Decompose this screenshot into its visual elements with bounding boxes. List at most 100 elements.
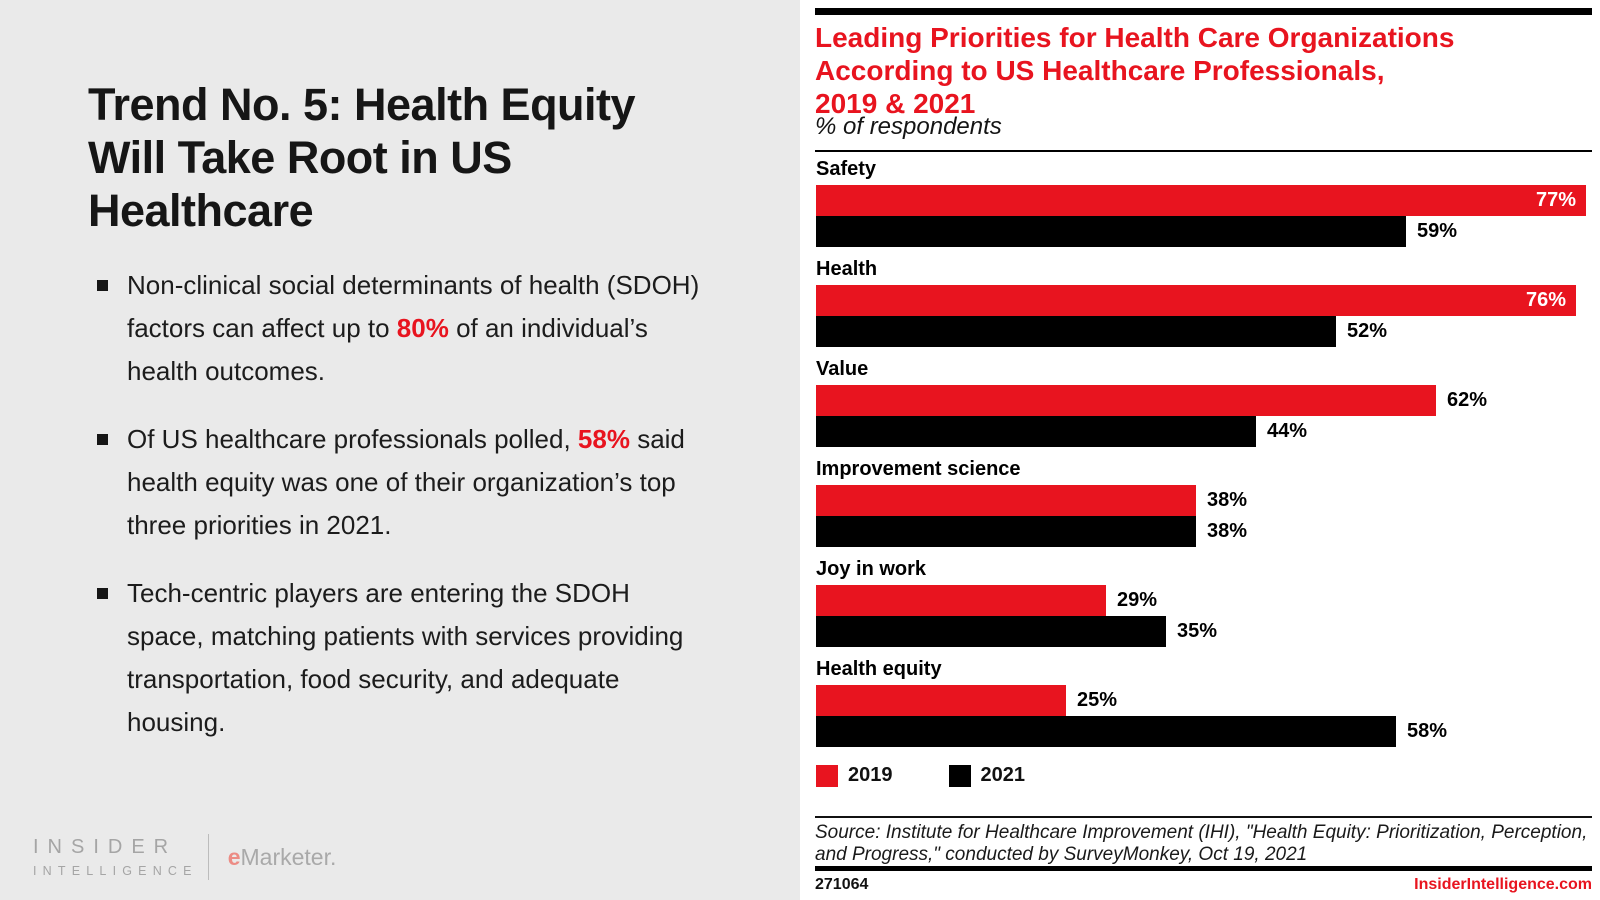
- bar-value-label: 77%: [1535, 189, 1576, 211]
- logo-line-insider: INSIDER: [33, 836, 178, 858]
- chart-title-line: According to US Healthcare Professionals…: [815, 55, 1385, 86]
- legend-item-2019: 2019: [816, 764, 893, 787]
- source-note: Source: Institute for Healthcare Improve…: [815, 822, 1592, 865]
- accent-stat: 80%: [396, 313, 449, 343]
- bullet-text: Non-clinical social determinants of heal…: [127, 264, 702, 393]
- bar-2021: [816, 716, 1396, 747]
- bar-2021: [816, 216, 1406, 247]
- bar-2021: [816, 316, 1336, 347]
- legend-label: 2019: [848, 764, 893, 786]
- bar-row-2019: 77%: [816, 185, 1592, 216]
- bar-value-label: 25%: [1077, 689, 1118, 711]
- bar-value-label: 58%: [1407, 720, 1448, 742]
- bar-2021: [816, 516, 1196, 547]
- bar-2019: 77%: [816, 185, 1586, 216]
- page-title-line: Healthcare: [88, 185, 314, 236]
- bar-2019: 76%: [816, 285, 1576, 316]
- page-title-line: Will Take Root in US: [88, 132, 512, 183]
- emarketer-rest: Marketer: [240, 843, 330, 870]
- bullet-list: Non-clinical social determinants of heal…: [97, 264, 717, 769]
- chart-subtitle: % of respondents: [815, 113, 1002, 140]
- bullet-segment: Tech-centric players are entering the SD…: [127, 578, 684, 737]
- list-item: Tech-centric players are entering the SD…: [97, 572, 717, 744]
- list-item: Non-clinical social determinants of heal…: [97, 264, 717, 393]
- category-label: Safety: [816, 158, 877, 180]
- bar-row-2021: 44%: [816, 416, 1592, 447]
- bar-value-label: 59%: [1417, 220, 1458, 242]
- list-item: Of US healthcare professionals polled, 5…: [97, 418, 717, 547]
- chart-legend: 2019 2021: [816, 764, 1025, 787]
- bullet-segment: Of US healthcare professionals polled,: [127, 424, 578, 454]
- bar-row-2019: 29%: [816, 585, 1592, 616]
- category-label: Value: [816, 358, 869, 380]
- source-top-rule: [815, 816, 1592, 818]
- category-label: Health equity: [816, 658, 942, 680]
- bar-2021: [816, 616, 1166, 647]
- legend-swatch-icon: [948, 764, 971, 787]
- chart-group: Improvement science 38% 38%: [816, 458, 1592, 547]
- source-line: and Progress," conducted by SurveyMonkey…: [815, 843, 1308, 865]
- bar-row-2019: 38%: [816, 485, 1592, 516]
- bullet-segment: Non-clinical social determinants of heal…: [127, 270, 700, 343]
- bar-value-label: 38%: [1207, 520, 1248, 542]
- bullet-segment: of an individual’s health outcomes.: [127, 313, 648, 386]
- page-title-line: Trend No. 5: Health Equity: [88, 79, 636, 130]
- bullet-text: Tech-centric players are entering the SD…: [127, 572, 702, 744]
- bar-2021: [816, 416, 1256, 447]
- chart-title-line: Leading Priorities for Health Care Organ…: [815, 22, 1455, 53]
- bar-value-label: 76%: [1525, 289, 1566, 311]
- bar-value-label: 29%: [1117, 589, 1158, 611]
- chart-title-line: 2019 & 2021: [815, 88, 976, 119]
- insider-intelligence-logo: INSIDER INTELLIGENCE: [33, 836, 198, 878]
- bar-row-2019: 76%: [816, 285, 1592, 316]
- bar-2019: [816, 385, 1436, 416]
- bar-2019: [816, 685, 1066, 716]
- chart-group: Health 76% 52%: [816, 258, 1592, 347]
- bar-row-2019: 25%: [816, 685, 1592, 716]
- emarketer-mark: .: [329, 843, 337, 870]
- chart-header-rule: [815, 150, 1592, 152]
- chart-title: Leading Priorities for Health Care Organ…: [815, 21, 1454, 120]
- bar-chart: Safety 77% 59% Health 76% 52% Value 62% 44% Impro…: [816, 158, 1592, 758]
- bar-value-label: 35%: [1177, 620, 1218, 642]
- logo-line-intelligence: INTELLIGENCE: [33, 864, 198, 878]
- logo-divider: [207, 834, 209, 880]
- emarketer-e: e: [227, 843, 241, 870]
- bullet-square-icon: [97, 280, 108, 291]
- bar-2019: [816, 585, 1106, 616]
- source-line: Source: Institute for Healthcare Improve…: [815, 822, 1588, 843]
- legend-swatch-icon: [816, 764, 838, 787]
- footer-rule: [815, 866, 1592, 871]
- bar-row-2019: 62%: [816, 385, 1592, 416]
- chart-footer: 271064 InsiderIntelligence.com: [815, 876, 1592, 894]
- chart-id: 271064: [815, 876, 869, 893]
- bar-row-2021: 38%: [816, 516, 1592, 547]
- emarketer-logo: eMarketer.: [228, 844, 337, 871]
- category-label: Joy in work: [816, 558, 927, 580]
- bar-row-2021: 35%: [816, 616, 1592, 647]
- page-title: Trend No. 5: Health Equity Will Take Root…: [88, 78, 768, 237]
- bullet-text: Of US healthcare professionals polled, 5…: [127, 418, 702, 547]
- bar-row-2021: 52%: [816, 316, 1592, 347]
- chart-group: Value 62% 44%: [816, 358, 1592, 447]
- brand-logos: INSIDER INTELLIGENCE eMarketer.: [33, 834, 336, 880]
- bar-row-2021: 58%: [816, 716, 1592, 747]
- legend-item-2021: 2021: [948, 764, 1026, 787]
- bar-row-2021: 59%: [816, 216, 1592, 247]
- chart-group: Safety 77% 59%: [816, 158, 1592, 247]
- bullet-square-icon: [97, 434, 108, 445]
- chart-top-rule: [815, 8, 1592, 15]
- bullet-square-icon: [97, 588, 108, 599]
- chart-group: Health equity 25% 58%: [816, 658, 1592, 747]
- chart-panel: Leading Priorities for Health Care Organ…: [800, 0, 1600, 900]
- accent-stat: 58%: [577, 424, 630, 454]
- category-label: Improvement science: [816, 458, 1021, 480]
- bullet-segment: said health equity was one of their orga…: [127, 424, 685, 540]
- bar-value-label: 62%: [1447, 389, 1488, 411]
- bar-value-label: 38%: [1207, 489, 1248, 511]
- legend-label: 2021: [980, 764, 1026, 786]
- bar-value-label: 44%: [1267, 420, 1308, 442]
- insider-intelligence-link[interactable]: InsiderIntelligence.com: [1414, 876, 1592, 893]
- chart-group: Joy in work 29% 35%: [816, 558, 1592, 647]
